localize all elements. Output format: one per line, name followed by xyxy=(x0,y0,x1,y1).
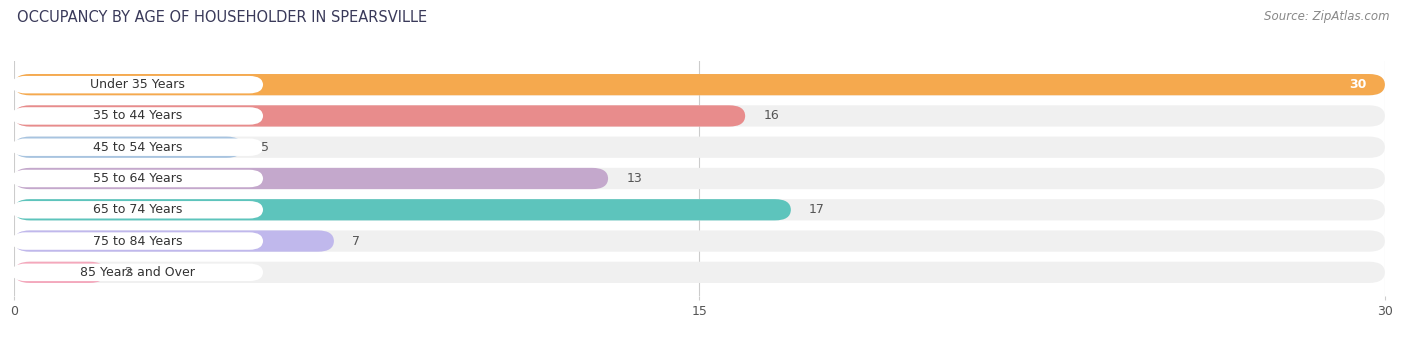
FancyBboxPatch shape xyxy=(14,199,792,220)
FancyBboxPatch shape xyxy=(14,231,1385,252)
FancyBboxPatch shape xyxy=(14,74,1385,95)
Text: 7: 7 xyxy=(353,235,360,248)
FancyBboxPatch shape xyxy=(11,107,263,125)
FancyBboxPatch shape xyxy=(14,199,1385,220)
Text: 2: 2 xyxy=(124,266,132,279)
Text: 85 Years and Over: 85 Years and Over xyxy=(80,266,195,279)
FancyBboxPatch shape xyxy=(14,137,243,158)
FancyBboxPatch shape xyxy=(11,138,263,156)
FancyBboxPatch shape xyxy=(14,168,1385,189)
Text: 45 to 54 Years: 45 to 54 Years xyxy=(93,141,183,154)
Text: 65 to 74 Years: 65 to 74 Years xyxy=(93,203,183,216)
FancyBboxPatch shape xyxy=(14,137,1385,158)
FancyBboxPatch shape xyxy=(11,170,263,187)
FancyBboxPatch shape xyxy=(14,262,105,283)
Text: 16: 16 xyxy=(763,109,779,122)
FancyBboxPatch shape xyxy=(14,105,1385,126)
FancyBboxPatch shape xyxy=(11,76,263,94)
Text: OCCUPANCY BY AGE OF HOUSEHOLDER IN SPEARSVILLE: OCCUPANCY BY AGE OF HOUSEHOLDER IN SPEAR… xyxy=(17,10,427,25)
FancyBboxPatch shape xyxy=(14,168,609,189)
Text: 55 to 64 Years: 55 to 64 Years xyxy=(93,172,183,185)
Text: 5: 5 xyxy=(262,141,269,154)
Text: Under 35 Years: Under 35 Years xyxy=(90,78,184,91)
FancyBboxPatch shape xyxy=(14,105,745,126)
FancyBboxPatch shape xyxy=(14,262,1385,283)
Text: 30: 30 xyxy=(1350,78,1367,91)
Text: 75 to 84 Years: 75 to 84 Years xyxy=(93,235,183,248)
FancyBboxPatch shape xyxy=(14,74,1385,95)
Text: Source: ZipAtlas.com: Source: ZipAtlas.com xyxy=(1264,10,1389,23)
FancyBboxPatch shape xyxy=(11,232,263,250)
FancyBboxPatch shape xyxy=(11,201,263,219)
FancyBboxPatch shape xyxy=(11,264,263,281)
Text: 13: 13 xyxy=(627,172,643,185)
Text: 35 to 44 Years: 35 to 44 Years xyxy=(93,109,181,122)
Text: 17: 17 xyxy=(810,203,825,216)
FancyBboxPatch shape xyxy=(14,231,335,252)
